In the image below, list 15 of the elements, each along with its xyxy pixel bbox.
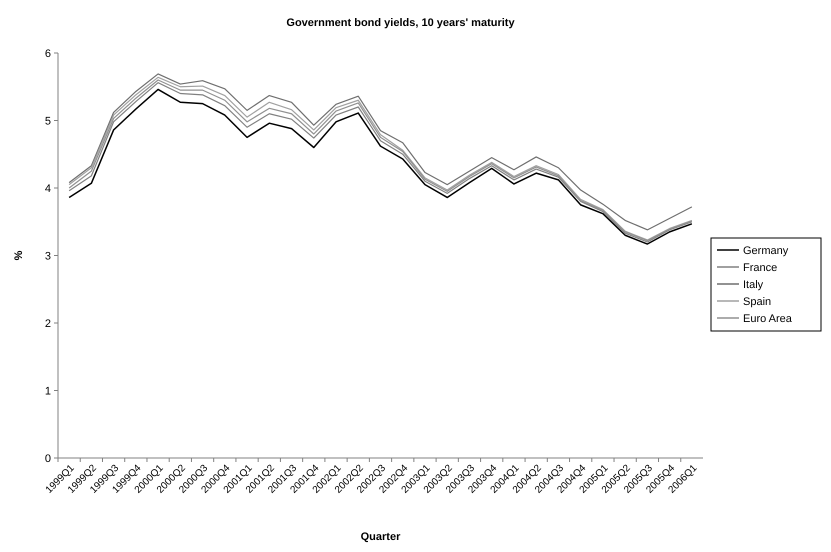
- y-tick-label: 3: [44, 250, 51, 262]
- x-axis-title: Quarter: [360, 531, 402, 543]
- y-axis-title: %: [13, 250, 25, 260]
- legend-label: Spain: [743, 296, 772, 308]
- y-tick-label: 2: [44, 318, 51, 330]
- y-tick-label: 5: [44, 115, 51, 128]
- y-tick-label: 0: [44, 452, 51, 465]
- legend-label: Italy: [743, 278, 764, 291]
- y-tick-label: 1: [44, 385, 51, 398]
- chart-title: Government bond yields, 10 years' maturity: [286, 17, 516, 29]
- legend-label: Germany: [743, 244, 789, 257]
- y-tick-label: 4: [44, 182, 51, 195]
- legend-label: Euro Area: [743, 312, 793, 325]
- y-tick-label: 6: [44, 48, 51, 60]
- legend-label: France: [743, 262, 778, 274]
